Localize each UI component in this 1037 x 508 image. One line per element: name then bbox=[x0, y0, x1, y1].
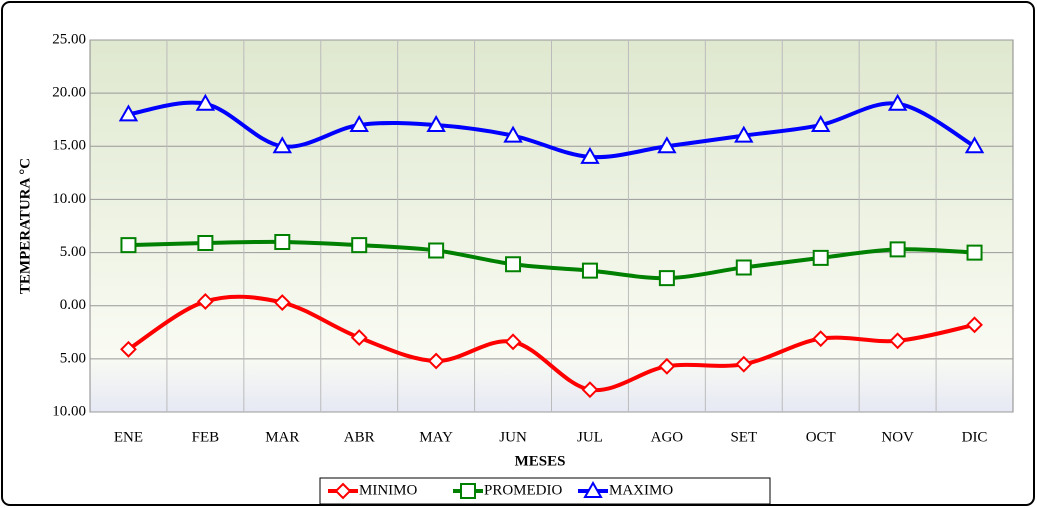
marker bbox=[351, 237, 368, 254]
series-line bbox=[128, 100, 976, 160]
marker bbox=[505, 256, 522, 273]
legend-label: MAXIMO bbox=[609, 482, 673, 498]
marker bbox=[658, 270, 675, 287]
marker bbox=[581, 381, 599, 399]
marker bbox=[812, 330, 830, 348]
y-tick-label: 20.00 bbox=[52, 85, 86, 101]
marker bbox=[964, 136, 985, 154]
x-tick-label: NOV bbox=[881, 429, 914, 445]
y-tick-label: 5.00 bbox=[60, 350, 86, 366]
marker bbox=[581, 262, 598, 279]
x-tick-label: ENE bbox=[114, 429, 143, 445]
marker bbox=[118, 104, 139, 122]
x-tick-label: JUN bbox=[499, 429, 527, 445]
y-tick-label: 15.00 bbox=[52, 138, 86, 154]
marker bbox=[334, 482, 352, 500]
x-tick-label: MAY bbox=[419, 429, 453, 445]
marker bbox=[195, 93, 216, 111]
marker bbox=[889, 241, 906, 258]
marker bbox=[120, 340, 137, 358]
marker bbox=[274, 233, 291, 250]
x-tick-label: FEB bbox=[192, 429, 220, 445]
x-tick-label: JUL bbox=[577, 429, 603, 445]
x-axis-label: MESES bbox=[515, 453, 566, 469]
marker bbox=[889, 332, 907, 350]
marker bbox=[196, 293, 214, 310]
marker bbox=[427, 352, 445, 370]
y-tick-label: 10.00 bbox=[52, 403, 86, 419]
marker bbox=[812, 249, 829, 266]
marker bbox=[460, 483, 476, 499]
marker bbox=[658, 357, 676, 375]
marker bbox=[966, 316, 983, 334]
x-tick-label: OCT bbox=[806, 429, 836, 445]
y-tick-label: 10.00 bbox=[52, 191, 86, 207]
x-tick-label: AGO bbox=[651, 429, 684, 445]
marker bbox=[428, 242, 445, 259]
marker bbox=[272, 136, 293, 154]
marker bbox=[583, 480, 603, 498]
x-tick-label: SET bbox=[730, 429, 757, 445]
marker bbox=[349, 115, 369, 133]
marker bbox=[580, 146, 600, 164]
x-tick-label: ABR bbox=[344, 429, 375, 445]
marker bbox=[810, 115, 831, 133]
marker bbox=[273, 294, 291, 311]
legend-label: MINIMO bbox=[359, 482, 417, 498]
marker bbox=[657, 136, 677, 154]
x-tick-label: MAR bbox=[265, 429, 299, 445]
x-tick-label: DIC bbox=[962, 429, 988, 445]
marker bbox=[197, 235, 214, 252]
marker bbox=[966, 244, 983, 261]
y-tick-label: 25.00 bbox=[52, 31, 86, 47]
marker bbox=[350, 329, 368, 347]
marker bbox=[120, 237, 137, 254]
legend-label: PROMEDIO bbox=[484, 482, 563, 498]
y-tick-label: 0.00 bbox=[60, 297, 86, 313]
y-tick-label: 5.00 bbox=[60, 244, 86, 260]
marker bbox=[426, 115, 446, 133]
marker bbox=[735, 259, 752, 276]
marker bbox=[887, 93, 908, 111]
y-axis-label: TEMPERATURA °C bbox=[17, 158, 33, 294]
legend-box bbox=[319, 477, 771, 505]
marker bbox=[735, 355, 753, 373]
marker bbox=[504, 333, 522, 351]
marker bbox=[503, 125, 523, 143]
marker bbox=[734, 125, 754, 143]
